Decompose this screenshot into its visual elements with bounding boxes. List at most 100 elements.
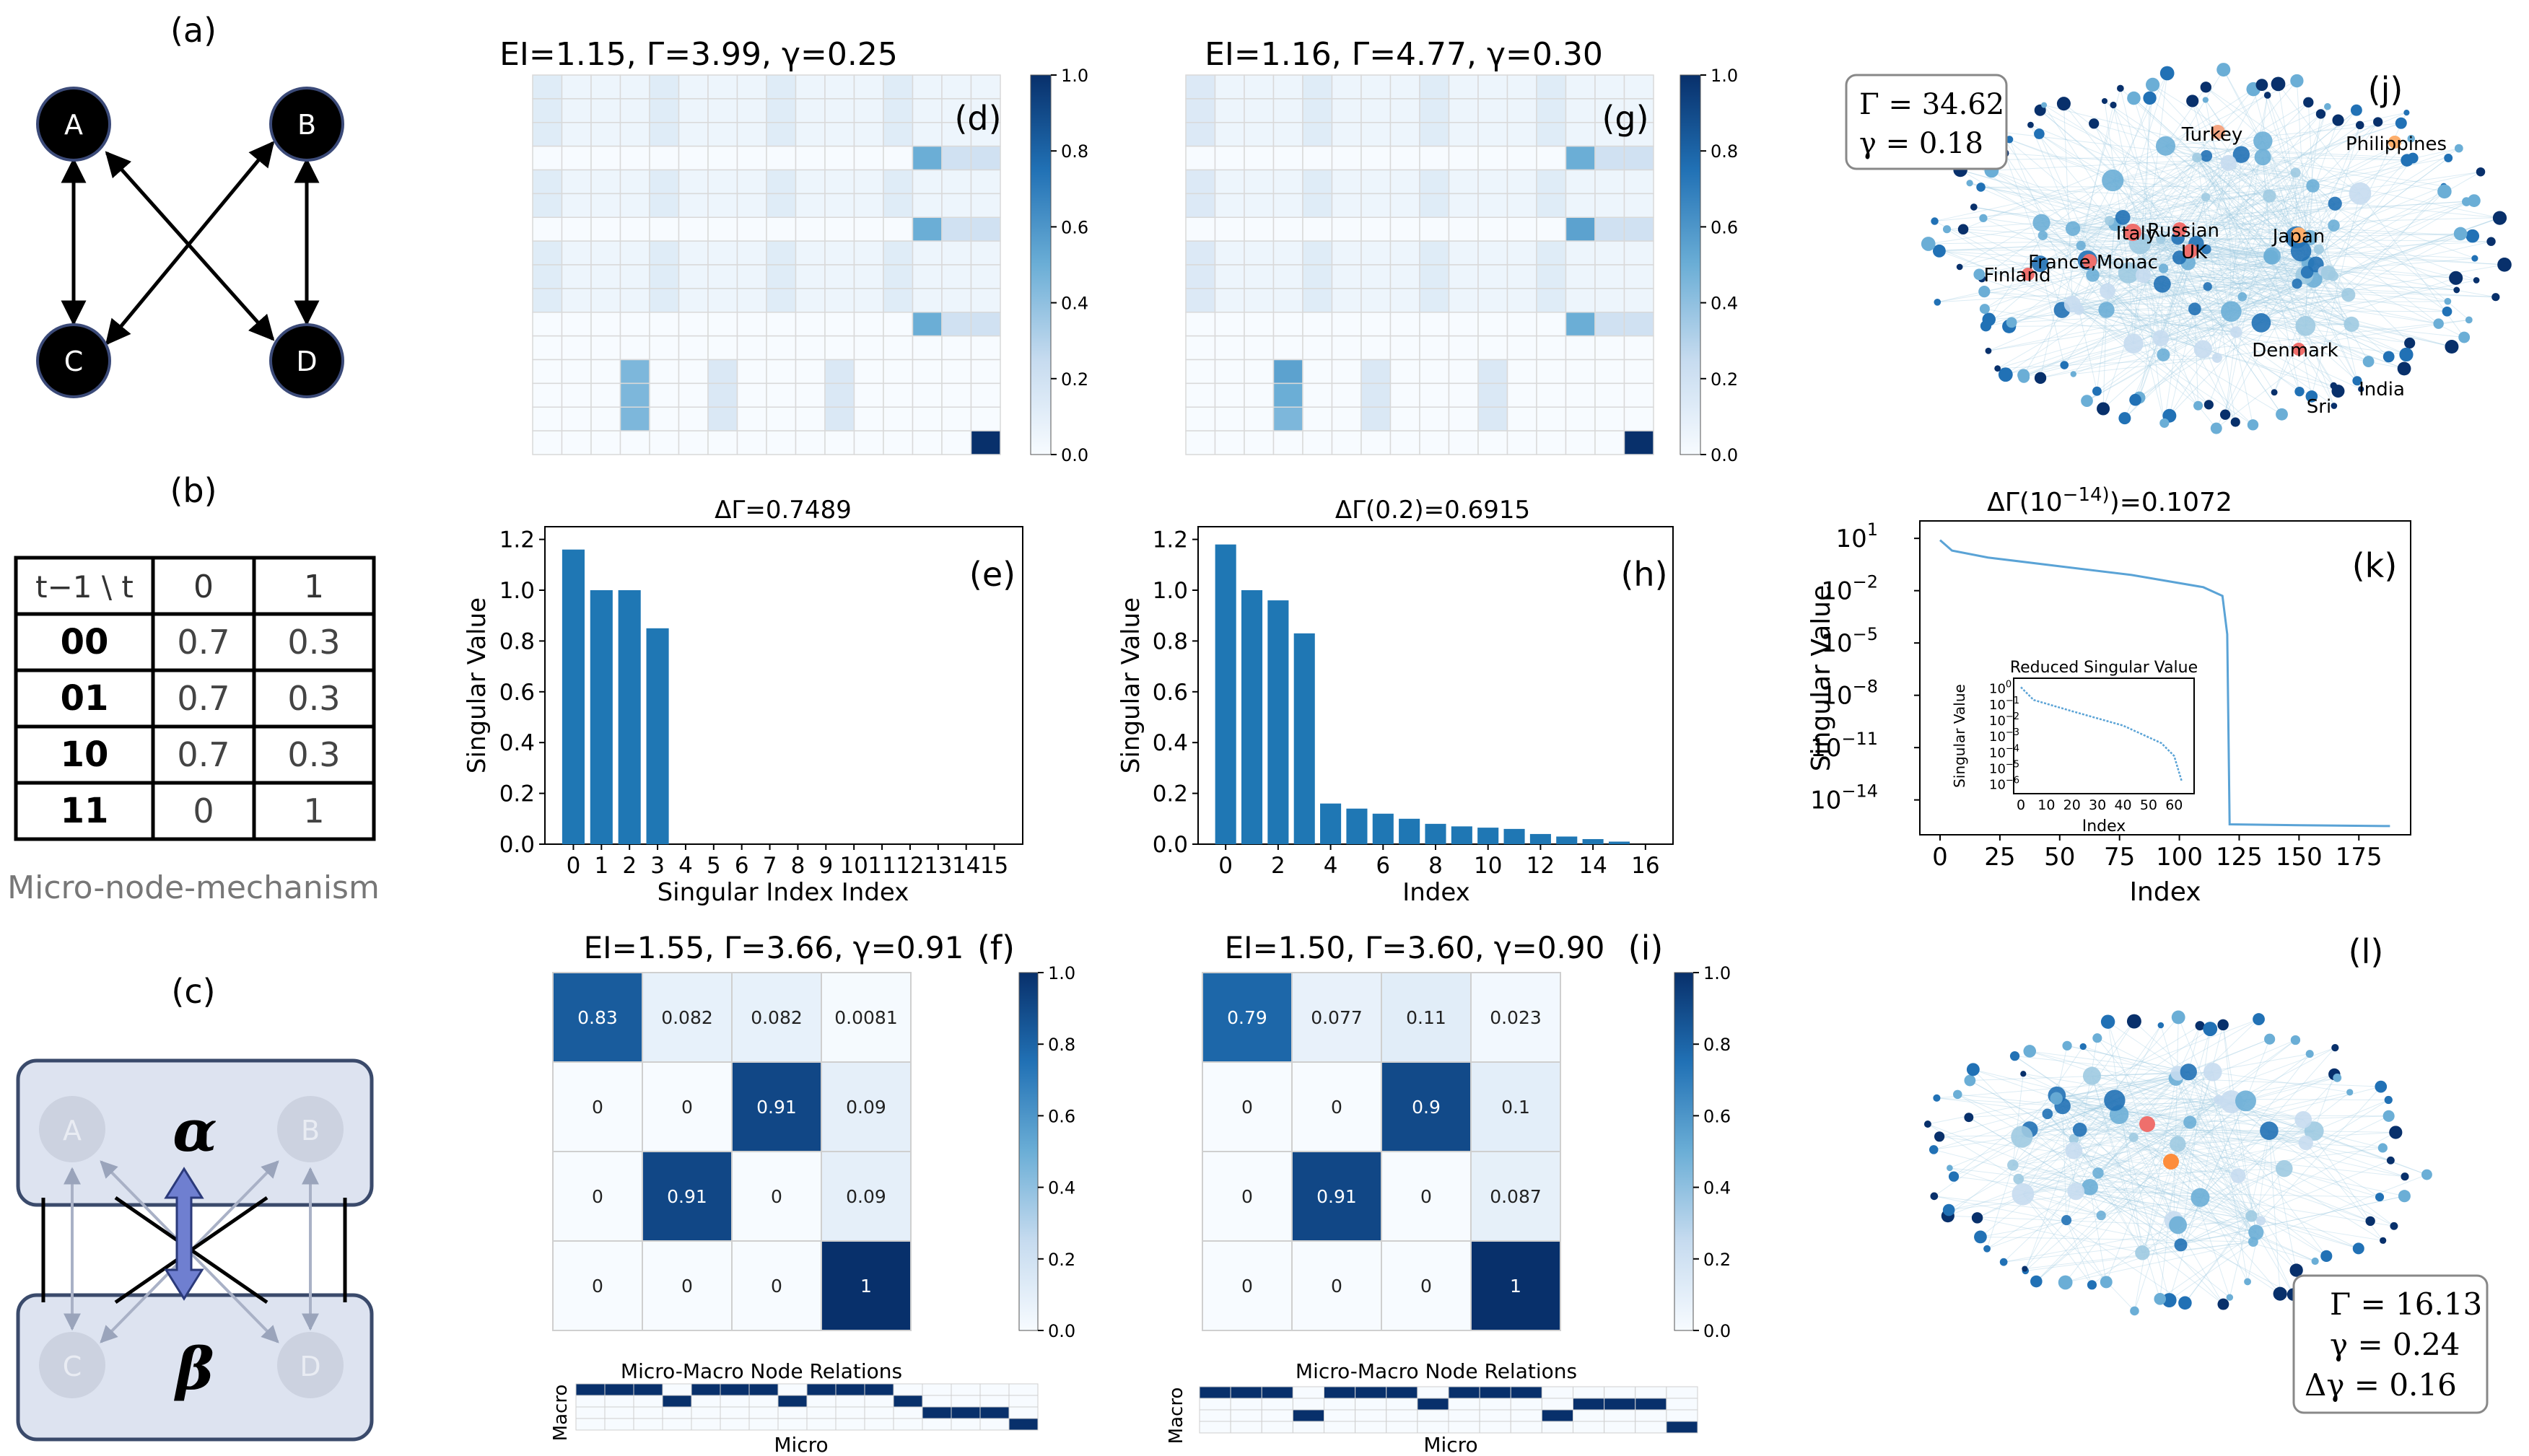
network-edge <box>2115 224 2407 355</box>
network-edge <box>2188 138 2412 263</box>
inset-y-tick-label: 100 <box>1989 680 2012 697</box>
matrix-cell <box>821 972 912 1063</box>
heatmap-cell <box>970 288 1001 313</box>
network-edge <box>2063 103 2297 284</box>
heatmap-cell <box>1244 169 1275 195</box>
network-edge <box>2206 249 2358 382</box>
matrix-cell-label: 0.91 <box>756 1097 797 1118</box>
heatmap-cell <box>795 74 826 100</box>
heatmap-cell <box>1536 193 1567 218</box>
network-edge <box>2089 1186 2230 1298</box>
country-label: India <box>2359 379 2405 400</box>
network-edge <box>1980 186 2336 204</box>
relation-cell <box>922 1383 952 1396</box>
heatmap-cell <box>1594 98 1625 123</box>
inset-y-tick-label: 10−1 <box>1989 696 2019 713</box>
heatmap-cell <box>1623 240 1654 266</box>
network-edge <box>2065 1122 2191 1283</box>
network-edge <box>2178 1144 2327 1257</box>
heatmap-cell <box>1565 145 1596 171</box>
network-node <box>2009 1051 2020 1061</box>
heatmap-cell <box>1244 359 1275 385</box>
network-edge <box>2207 172 2297 287</box>
network-edge <box>2072 301 2448 305</box>
network-node <box>1953 1089 1962 1100</box>
matrix-cell-label: 0.023 <box>1490 1007 1542 1028</box>
heatmap-cell <box>590 406 621 431</box>
network-node <box>2377 1143 2388 1153</box>
network-edge <box>2089 1073 2179 1188</box>
heatmap-cell <box>941 74 972 100</box>
relation-cell <box>979 1418 1010 1431</box>
network-edge <box>2139 242 2297 284</box>
relation-cell <box>1355 1409 1387 1422</box>
heatmap-cell <box>561 430 592 455</box>
network-node <box>2087 1280 2097 1290</box>
heatmap-cell <box>1185 240 1216 266</box>
network-node <box>2065 221 2081 236</box>
heatmap-cell <box>1623 406 1654 431</box>
mechanism-table: t−1 \ t 0 1 00 0.7 0.3 01 0.7 0.3 10 0.7… <box>14 556 376 841</box>
heatmap-cell <box>649 288 680 313</box>
heatmap-cell <box>1477 312 1508 337</box>
network-node <box>2105 216 2115 226</box>
network-edge <box>2165 87 2206 146</box>
network-edge <box>2094 123 2207 157</box>
y-tick-label: 0.4 <box>1153 730 1188 756</box>
table-header-0: t−1 \ t <box>35 569 134 605</box>
network-edge <box>2043 234 2208 287</box>
network-edge <box>2196 157 2457 291</box>
colorbar-tick-label: 0.8 <box>1703 1035 1731 1055</box>
hub-node <box>2139 1116 2155 1132</box>
x-tick-label: 4 <box>678 853 693 879</box>
network-edge <box>2235 121 2379 333</box>
network-edge <box>2075 1190 2224 1304</box>
relation-cell <box>1448 1398 1480 1411</box>
heatmap-cell <box>795 169 826 195</box>
heatmap-cell <box>619 98 650 123</box>
network-edge <box>1939 238 2161 252</box>
network-node <box>2202 97 2209 103</box>
network-node <box>2180 1064 2197 1081</box>
matrix-cell-label: 0 <box>681 1276 693 1297</box>
heatmap-cell <box>1272 359 1303 385</box>
network-edge <box>2080 155 2207 246</box>
network-node <box>2034 128 2045 139</box>
network-edge <box>2173 1220 2224 1304</box>
network-edge <box>2074 1100 2246 1139</box>
network-edge <box>2139 157 2198 244</box>
network-edge <box>2097 1172 2281 1294</box>
panel-e: ΔΓ=0.7489 0.00.20.40.60.81.01.20 1 2 3 4 5 6 7 8… <box>463 496 1023 907</box>
network-edge <box>2228 162 2447 312</box>
heatmap-cell <box>883 193 914 218</box>
relation-cell <box>777 1406 808 1419</box>
relation-grid-f <box>575 1383 1039 1431</box>
relation-cell <box>1448 1386 1480 1399</box>
network-edge <box>2207 286 2349 296</box>
network-edge <box>2115 224 2302 252</box>
heatmap-cell <box>736 193 767 218</box>
network-node <box>2380 1237 2387 1244</box>
heatmap-cell <box>1477 145 1508 171</box>
network-edge <box>2018 1178 2256 1233</box>
relation-cell <box>633 1406 663 1419</box>
relation-cell <box>1417 1421 1449 1434</box>
heatmap-cell <box>912 169 943 195</box>
matrix-cell-label: 0.082 <box>661 1007 713 1028</box>
network-edge <box>2160 239 2236 423</box>
heatmap-cell <box>678 122 709 147</box>
colorbar-tick-label: 0.0 <box>1711 445 1738 465</box>
relation-cell <box>922 1418 952 1431</box>
network-edge <box>2162 157 2198 284</box>
relation-cell <box>864 1395 894 1408</box>
heatmap-cell <box>619 264 650 289</box>
network-edge <box>1973 206 2273 257</box>
heatmap-cell <box>853 169 884 195</box>
network-edge <box>2041 222 2203 350</box>
network-edge <box>1953 1176 2076 1192</box>
network-edge <box>2102 239 2162 409</box>
network-edge <box>2124 154 2242 418</box>
heatmap-cell <box>590 74 621 100</box>
network-node <box>2324 102 2331 110</box>
panel-d: EI=1.15, Γ=3.99, γ=0.25 (d) 0.00.20.40.6… <box>499 36 1088 465</box>
